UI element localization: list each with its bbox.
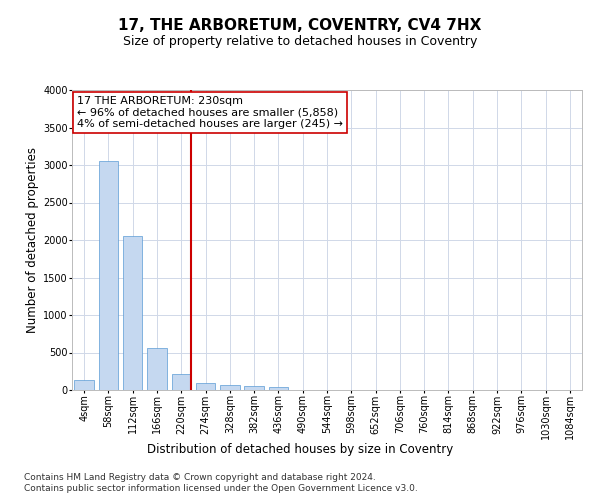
- Y-axis label: Number of detached properties: Number of detached properties: [26, 147, 39, 333]
- Text: Size of property relative to detached houses in Coventry: Size of property relative to detached ho…: [123, 35, 477, 48]
- Text: Contains public sector information licensed under the Open Government Licence v3: Contains public sector information licen…: [24, 484, 418, 493]
- Bar: [99, 160, 118, 390]
- Text: 17 THE ARBORETUM: 230sqm
← 96% of detached houses are smaller (5,858)
4% of semi: 17 THE ARBORETUM: 230sqm ← 96% of detach…: [77, 96, 343, 129]
- Bar: [123, 236, 142, 390]
- Text: Contains HM Land Registry data © Crown copyright and database right 2024.: Contains HM Land Registry data © Crown c…: [24, 472, 376, 482]
- Bar: [172, 374, 191, 390]
- Bar: [269, 386, 288, 390]
- Bar: [244, 386, 264, 390]
- Text: Distribution of detached houses by size in Coventry: Distribution of detached houses by size …: [147, 442, 453, 456]
- Bar: [74, 380, 94, 390]
- Bar: [147, 348, 167, 390]
- Bar: [196, 383, 215, 390]
- Bar: [220, 385, 239, 390]
- Text: 17, THE ARBORETUM, COVENTRY, CV4 7HX: 17, THE ARBORETUM, COVENTRY, CV4 7HX: [118, 18, 482, 32]
